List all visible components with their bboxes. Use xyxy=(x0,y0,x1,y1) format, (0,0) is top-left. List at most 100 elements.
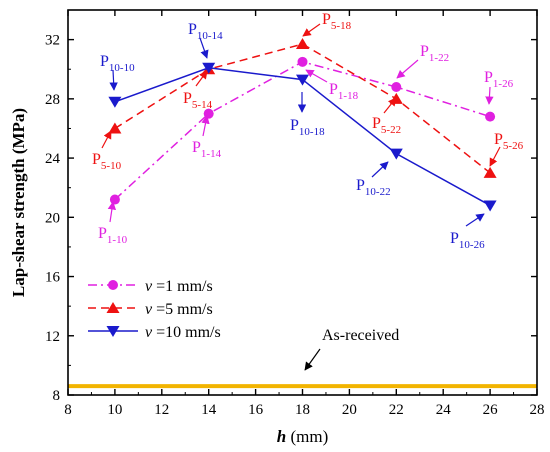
annotation-sub: 1-26 xyxy=(493,78,514,90)
annotation-arrow xyxy=(396,59,419,79)
legend-variable: v xyxy=(145,301,153,318)
legend-label: v =5 mm/s xyxy=(145,301,213,318)
data-point-triangle-up xyxy=(483,166,497,178)
data-point-triangle-up xyxy=(108,122,122,134)
annotation-base: P xyxy=(322,11,331,28)
legend-item-2: v =5 mm/s xyxy=(88,301,213,318)
annotation-sub: 10-22 xyxy=(365,186,391,198)
x-tick-label: 20 xyxy=(342,402,357,418)
annotation-text: P10-22 xyxy=(356,177,391,198)
x-tick-label: 26 xyxy=(483,402,499,418)
annotation-arrow xyxy=(465,213,485,227)
x-tick-label: 22 xyxy=(389,402,404,418)
annotation-base: P xyxy=(92,151,101,168)
annotation-base: P xyxy=(450,230,459,247)
x-axis-title: h (mm) xyxy=(277,427,329,446)
annotation-text: P5-18 xyxy=(322,11,352,32)
data-point-circle xyxy=(109,194,120,205)
annotation-sub: 5-14 xyxy=(192,99,213,111)
x-tick-label: 10 xyxy=(107,402,122,418)
legend-value: =10 mm/s xyxy=(152,324,221,341)
y-tick-label: 24 xyxy=(45,151,61,167)
legend-variable: v xyxy=(145,324,153,341)
annotation-sub: 10-18 xyxy=(299,126,325,138)
annotation-sub: 10-10 xyxy=(109,62,135,74)
annotation-sub: 1-22 xyxy=(429,52,449,64)
annotation-base: P xyxy=(484,69,493,86)
series-1 xyxy=(109,56,496,205)
annotation-base: P xyxy=(100,53,109,70)
y-tick-label: 12 xyxy=(45,329,60,345)
legend-value: =5 mm/s xyxy=(152,301,213,318)
annotation-base: P xyxy=(329,81,338,98)
annotation-arrow xyxy=(305,69,328,83)
y-tick-label: 16 xyxy=(45,270,61,286)
annotation-arrow xyxy=(489,146,501,167)
annotation-arrow xyxy=(371,161,389,178)
annotation-base: P xyxy=(192,139,201,156)
annotation-arrow xyxy=(101,130,112,149)
annotation-sub: 5-10 xyxy=(101,160,122,172)
point-label-2-2: P5-14 xyxy=(183,70,213,111)
annotation-arrow xyxy=(383,97,397,114)
annotation-sub: 1-18 xyxy=(338,90,359,102)
legend-item-3: v =10 mm/s xyxy=(88,324,221,341)
data-point-triangle-down xyxy=(483,200,497,212)
data-point-triangle-down xyxy=(106,326,120,337)
point-label-1-2: P1-14 xyxy=(192,115,222,160)
x-tick-label: 14 xyxy=(201,402,217,418)
annotation-base: P xyxy=(420,43,429,60)
point-label-3-4: P10-22 xyxy=(356,161,391,198)
annotation-text: P5-22 xyxy=(372,115,401,136)
point-label-3-2: P10-14 xyxy=(188,21,223,59)
annotation-sub: 5-18 xyxy=(331,20,352,32)
annotation-arrow xyxy=(201,115,210,137)
annotation-sub: 1-14 xyxy=(201,148,222,160)
annotation-arrow xyxy=(485,86,494,105)
y-tick-label: 8 xyxy=(53,388,61,404)
y-tick-label: 28 xyxy=(45,92,60,108)
y-axis-title: Lap-shear strength (MPa) xyxy=(9,108,28,297)
annotation-text: P10-10 xyxy=(100,53,135,74)
data-point-triangle-down xyxy=(108,96,122,108)
y-tick-label: 32 xyxy=(45,33,60,49)
point-label-1-3: P1-18 xyxy=(305,69,359,102)
legend-value: =1 mm/s xyxy=(152,278,213,295)
annotation-text: P1-22 xyxy=(420,43,449,64)
annotation-sub: 5-26 xyxy=(503,140,524,152)
plot-frame xyxy=(67,9,538,396)
point-label-3-5: P10-26 xyxy=(450,213,485,251)
annotation-base: P xyxy=(494,131,503,148)
annotation-arrow xyxy=(107,201,117,223)
legend-item-1: v =1 mm/s xyxy=(88,278,213,295)
x-axis-variable: h xyxy=(277,427,286,446)
annotation-text: P1-18 xyxy=(329,81,359,102)
data-point-triangle-up xyxy=(296,38,309,50)
annotation-text: P5-26 xyxy=(494,131,524,152)
annotation-text: P10-14 xyxy=(188,21,223,42)
data-point-circle xyxy=(108,280,118,290)
annotation-arrow xyxy=(199,37,209,59)
annotation-text: P1-26 xyxy=(484,69,514,90)
x-tick-label: 18 xyxy=(295,402,310,418)
y-tick-label: 20 xyxy=(45,210,60,226)
point-label-3-3: P10-18 xyxy=(290,92,325,138)
annotation-base: P xyxy=(188,21,197,38)
data-point-triangle-up xyxy=(106,302,120,313)
annotation-sub: 1-10 xyxy=(107,234,128,246)
annotation-text: P10-26 xyxy=(450,230,485,251)
annotation-sub: 10-26 xyxy=(459,239,485,251)
annotation-base: P xyxy=(356,177,365,194)
data-point-triangle-down xyxy=(389,148,403,160)
annotation-arrow xyxy=(109,69,118,91)
x-tick-label: 24 xyxy=(436,402,452,418)
legend-label: v =10 mm/s xyxy=(145,324,221,341)
legend-variable: v xyxy=(145,278,153,295)
x-tick-label: 28 xyxy=(530,402,545,418)
annotation-sub: 10-14 xyxy=(197,30,223,42)
annotation-text: P5-14 xyxy=(183,90,213,111)
x-tick-label: 8 xyxy=(64,402,72,418)
data-point-circle xyxy=(297,56,308,67)
point-label-1-5: P1-26 xyxy=(484,69,514,105)
